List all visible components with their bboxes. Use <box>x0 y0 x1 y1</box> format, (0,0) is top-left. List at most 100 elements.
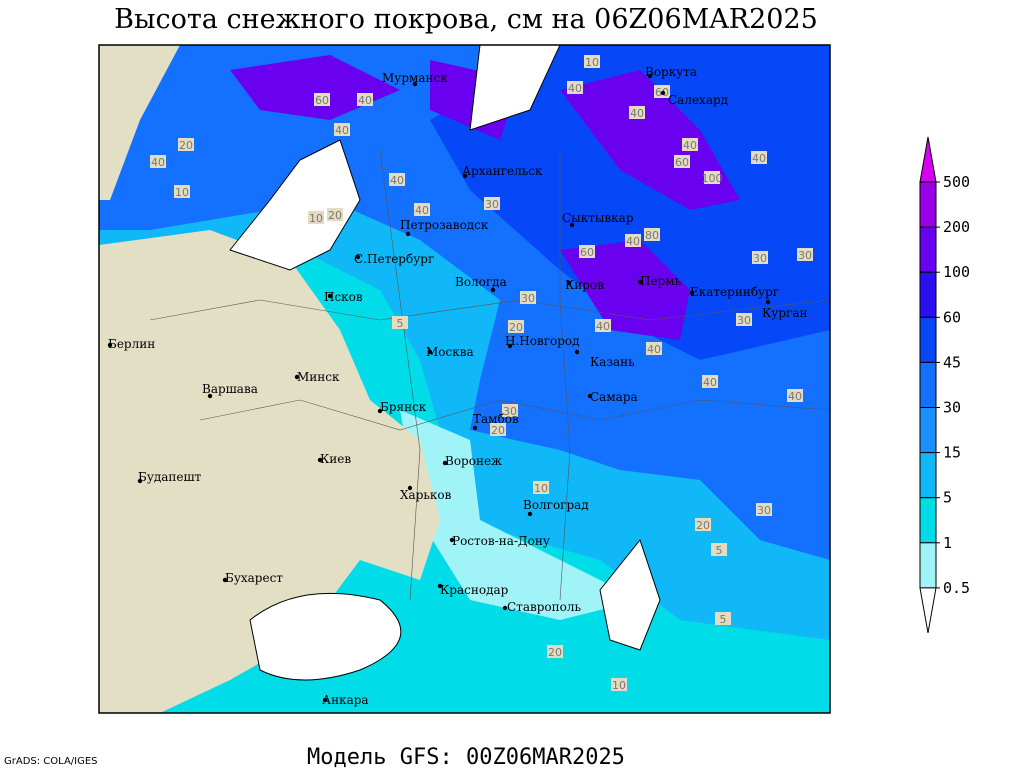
contour-label-box <box>695 518 711 531</box>
legend-box <box>919 361 937 408</box>
contour-label: 100 <box>702 172 723 185</box>
contour-label-box <box>490 423 506 436</box>
contour-label: 20 <box>548 646 562 659</box>
city-dot <box>327 293 333 299</box>
contour-label-box <box>392 316 408 329</box>
contour-label: 30 <box>753 252 767 265</box>
city-dot <box>412 81 418 87</box>
contour-label: 40 <box>358 94 372 107</box>
city-label: Псков <box>324 290 363 304</box>
contour-label: 30 <box>757 504 771 517</box>
legend-triangle-top <box>919 136 937 183</box>
city-label: Тамбов <box>473 412 519 426</box>
contour-label: 20 <box>509 321 523 334</box>
city-dot <box>462 173 468 179</box>
contour-label-box <box>611 678 627 691</box>
contour-label-box <box>334 123 350 136</box>
contour-label: 40 <box>335 124 349 137</box>
city-dot <box>407 485 413 491</box>
contour-label-box <box>644 228 660 241</box>
contour-label-box <box>584 55 600 68</box>
city-dot <box>437 583 443 589</box>
city-label: Минск <box>297 370 340 384</box>
contour-label-box <box>751 151 767 164</box>
contour-label: 30 <box>485 198 499 211</box>
legend-box <box>919 271 937 318</box>
contour-label: 5 <box>720 613 727 626</box>
city-label: Воркута <box>645 65 697 79</box>
city-dot <box>405 231 411 237</box>
contour-label-box <box>520 291 536 304</box>
contour-label-box <box>567 81 583 94</box>
city-label: Брянск <box>380 400 427 414</box>
contour-label: 40 <box>703 376 717 389</box>
contour-label-box <box>508 320 524 333</box>
contour-label: 20 <box>179 139 193 152</box>
contour-label-box <box>484 197 500 210</box>
contour-label-box <box>756 503 772 516</box>
city-dot <box>574 349 580 355</box>
contour-label: 80 <box>645 229 659 242</box>
contour-label: 40 <box>596 320 610 333</box>
city-label: Ростов-на-Дону <box>452 534 550 548</box>
city-label: Пермь <box>640 274 682 288</box>
legend-label: 100 <box>943 263 970 281</box>
contour-label: 30 <box>737 314 751 327</box>
contour-label-box <box>547 645 563 658</box>
credit: GrADS: COLA/IGES <box>4 756 98 767</box>
city-label: Москва <box>426 345 474 359</box>
legend-label: 500 <box>943 173 970 191</box>
city-label: Воронеж <box>445 454 502 468</box>
legend-label: 200 <box>943 218 970 236</box>
city-label: Казань <box>590 355 635 369</box>
contour-label: 10 <box>612 679 626 692</box>
city-dot <box>442 460 448 466</box>
city-label: Н.Новгород <box>505 334 580 348</box>
contour-label: 20 <box>491 424 505 437</box>
map-frame <box>98 44 831 714</box>
legend-label: 45 <box>943 353 961 371</box>
city-label: Волгоград <box>523 498 589 512</box>
contour-label: 40 <box>415 204 429 217</box>
city-dot <box>647 73 653 79</box>
contour-label: 20 <box>328 209 342 222</box>
city-dot <box>294 374 300 380</box>
contour-label-box <box>150 155 166 168</box>
city-dot <box>490 287 496 293</box>
city-dot <box>689 290 695 296</box>
city-dot <box>502 605 508 611</box>
contour-label: 60 <box>675 156 689 169</box>
city-label: Варшава <box>202 382 258 396</box>
city-dot <box>507 343 513 349</box>
contour-label: 40 <box>568 82 582 95</box>
contour-label: 40 <box>683 139 697 152</box>
contour-label-box <box>629 106 645 119</box>
city-dot <box>527 511 533 517</box>
legend-box <box>919 316 937 363</box>
contour-label: 60 <box>315 94 329 107</box>
contour-label-box <box>674 155 690 168</box>
city-label: Бухарест <box>225 571 283 585</box>
contour-label: 40 <box>752 152 766 165</box>
contour-label: 10 <box>534 482 548 495</box>
contour-label: 40 <box>151 156 165 169</box>
city-dot <box>222 577 228 583</box>
contour-label: 30 <box>798 249 812 262</box>
city-dot <box>317 457 323 463</box>
title: Высота снежного покрова, см на 06Z06MAR2… <box>114 4 818 35</box>
contour-label: 40 <box>647 343 661 356</box>
contour-label-box <box>595 319 611 332</box>
contour-label-box <box>308 211 324 224</box>
contour-label: 40 <box>626 235 640 248</box>
contour-label: 30 <box>521 292 535 305</box>
city-dot <box>449 537 455 543</box>
legend-box <box>919 226 937 273</box>
legend-box <box>919 497 937 544</box>
city-dot <box>355 254 361 260</box>
contour-label-box <box>752 251 768 264</box>
contour-label-box <box>736 313 752 326</box>
contour-label-box <box>502 404 518 417</box>
contour-label-box <box>357 93 373 106</box>
city-dot <box>569 222 575 228</box>
